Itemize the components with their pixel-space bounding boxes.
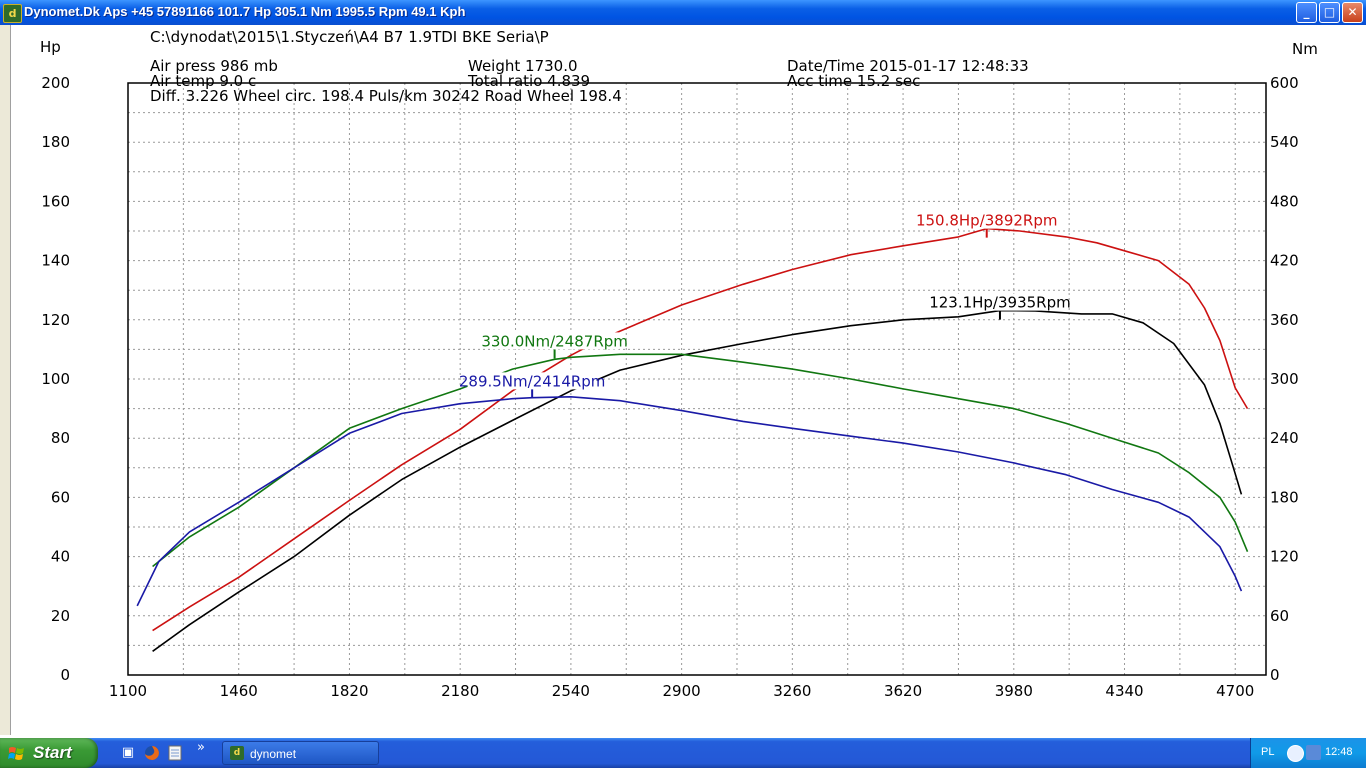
left-tick-label: 40 bbox=[51, 548, 70, 566]
left-tick-label: 60 bbox=[51, 488, 70, 506]
series-line-1 bbox=[152, 227, 1249, 632]
dyno-chart: 1100 1460 1820 2180 2540 2900 3260 3620 3980 4340… bbox=[40, 28, 1318, 700]
firefox-icon[interactable] bbox=[144, 745, 160, 761]
x-tick-label: 1100 bbox=[109, 682, 147, 700]
right-tick-label: 480 bbox=[1270, 192, 1299, 210]
right-tick-label: 240 bbox=[1270, 429, 1299, 447]
left-tick-label: 0 bbox=[60, 666, 70, 684]
peak-annotations: 150.8Hp/3892Rpm 123.1Hp/3935Rpm 330.0Nm/24… bbox=[459, 211, 1071, 399]
tick-labels: 1100 1460 1820 2180 2540 2900 3260 3620 3980 4340… bbox=[41, 74, 1298, 700]
x-tick-label: 2540 bbox=[552, 682, 590, 700]
diff-info: Diff. 3.226 Wheel circ. 198.4 Puls/km 30… bbox=[150, 87, 622, 105]
annotation-background bbox=[922, 211, 1052, 229]
right-tick-label: 0 bbox=[1270, 666, 1280, 684]
plot-frame bbox=[127, 82, 1267, 676]
left-tick-label: 100 bbox=[41, 370, 70, 388]
x-tick-label: 3260 bbox=[773, 682, 811, 700]
total-ratio: Total ratio 4.839 bbox=[467, 72, 590, 90]
maximize-button[interactable]: □ bbox=[1319, 2, 1340, 23]
right-tick-label: 360 bbox=[1270, 311, 1299, 329]
series-layer bbox=[136, 227, 1249, 652]
left-tick-label: 160 bbox=[41, 192, 70, 210]
left-tick-label: 120 bbox=[41, 311, 70, 329]
close-button[interactable]: ✕ bbox=[1342, 2, 1363, 23]
right-tick-label: 120 bbox=[1270, 548, 1299, 566]
annotation-background bbox=[490, 332, 620, 350]
air-temp: Air temp 9.0 c bbox=[150, 72, 256, 90]
x-tick-label: 4340 bbox=[1105, 682, 1143, 700]
file-path: C:\dynodat\2015\1.Styczeń\A4 B7 1.9TDI B… bbox=[150, 28, 549, 46]
series-line-4 bbox=[136, 395, 1243, 607]
air-press: Air press 986 mb bbox=[150, 57, 278, 75]
tray-usb-icon[interactable] bbox=[1306, 745, 1321, 760]
left-tick-label: 20 bbox=[51, 607, 70, 625]
date-time: Date/Time 2015-01-17 12:48:33 bbox=[787, 57, 1029, 75]
task-button-label: dynomet bbox=[250, 747, 297, 761]
annotation-label-4: 289.5Nm/2414Rpm bbox=[459, 372, 606, 390]
annotation-label-2: 123.1Hp/3935Rpm bbox=[929, 294, 1071, 312]
title-bar[interactable]: d Dynomet.Dk Aps +45 57891166 101.7 Hp 3… bbox=[0, 0, 1366, 25]
acc-time: Acc time 15.2 sec bbox=[787, 72, 920, 90]
x-tick-label: 1460 bbox=[220, 682, 258, 700]
series-line-3 bbox=[152, 353, 1249, 568]
left-tick-label: 200 bbox=[41, 74, 70, 92]
annotation-background bbox=[935, 293, 1065, 311]
tray-help-icon[interactable] bbox=[1287, 745, 1304, 762]
right-tick-label: 540 bbox=[1270, 133, 1299, 151]
quick-launch-more[interactable]: » bbox=[197, 740, 205, 755]
right-tick-label: 180 bbox=[1270, 488, 1299, 506]
x-tick-label: 3620 bbox=[884, 682, 922, 700]
right-tick-label: 420 bbox=[1270, 252, 1299, 270]
dynomet-app-icon[interactable]: d bbox=[3, 4, 22, 23]
x-tick-label: 1820 bbox=[330, 682, 368, 700]
left-tick-label: 80 bbox=[51, 429, 70, 447]
annotation-background bbox=[467, 372, 597, 390]
left-axis-label: Hp bbox=[40, 38, 61, 56]
system-tray: PL 12:48 bbox=[1250, 738, 1366, 768]
taskbar: Start ▣ » d dynomet PL 12:48 bbox=[0, 738, 1366, 768]
tray-clock: 12:48 bbox=[1325, 746, 1353, 758]
notepad-icon[interactable] bbox=[167, 745, 183, 761]
right-tick-label: 300 bbox=[1270, 370, 1299, 388]
annotation-label-3: 330.0Nm/2487Rpm bbox=[481, 332, 628, 350]
series-line-2 bbox=[152, 309, 1243, 652]
chart-grid bbox=[128, 83, 1266, 675]
x-tick-label: 4700 bbox=[1216, 682, 1254, 700]
dynomet-task-icon: d bbox=[230, 746, 244, 760]
x-tick-label: 2180 bbox=[441, 682, 479, 700]
window-left-edge bbox=[0, 25, 11, 735]
windows-flag-icon bbox=[8, 747, 24, 760]
minimize-button[interactable]: _ bbox=[1296, 2, 1317, 23]
left-tick-label: 180 bbox=[41, 133, 70, 151]
show-desktop-icon[interactable]: ▣ bbox=[121, 745, 135, 760]
right-tick-label: 60 bbox=[1270, 607, 1289, 625]
language-indicator[interactable]: PL bbox=[1261, 746, 1275, 758]
right-axis-label: Nm bbox=[1292, 40, 1318, 58]
x-tick-label: 2900 bbox=[663, 682, 701, 700]
task-button-dynomet[interactable]: d dynomet bbox=[222, 741, 379, 765]
x-tick-label: 3980 bbox=[995, 682, 1033, 700]
start-button[interactable]: Start bbox=[0, 738, 98, 768]
start-label: Start bbox=[33, 743, 72, 762]
window-title: Dynomet.Dk Aps +45 57891166 101.7 Hp 305… bbox=[24, 4, 466, 19]
right-tick-label: 600 bbox=[1270, 74, 1299, 92]
annotation-label-1: 150.8Hp/3892Rpm bbox=[916, 212, 1058, 230]
weight: Weight 1730.0 bbox=[468, 57, 578, 75]
left-tick-label: 140 bbox=[41, 252, 70, 270]
